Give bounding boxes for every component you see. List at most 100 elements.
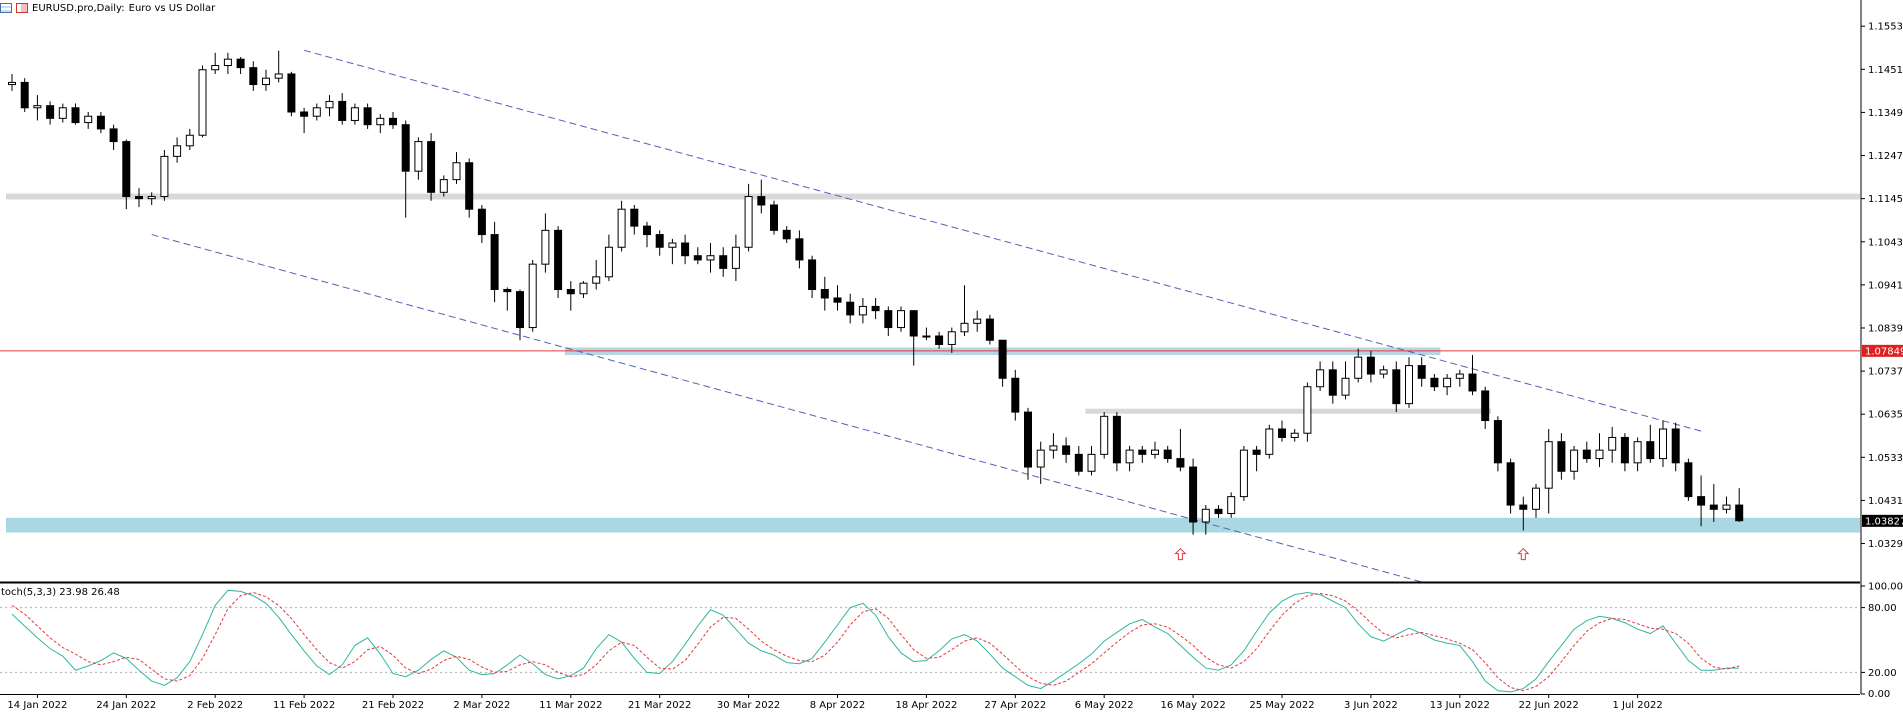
chart-header: EURUSD.pro,Daily: Euro vs US Dollar [0,0,215,16]
candle-body [1214,508,1223,515]
candle [1303,382,1312,442]
candle-body [135,196,143,200]
candle [1620,433,1629,472]
candle-body [985,318,994,341]
candle [1252,445,1261,472]
candle-body [1112,415,1121,464]
candle-body [33,105,42,109]
candle [1582,441,1591,463]
candle-body [655,234,664,248]
date-tick-label: 11 Feb 2022 [273,700,335,711]
candle-body [211,65,220,71]
candle-body [643,225,651,236]
candle-body [1074,453,1083,472]
candle [795,230,804,269]
symbol-label: EURUSD.pro,Daily: [32,2,125,14]
candle [1506,458,1515,514]
date-tick-label: 25 May 2022 [1249,700,1314,711]
candle-body [744,196,753,248]
candle-body [681,242,690,257]
candle [325,95,334,117]
candle-body [1443,377,1452,388]
candle-body [1671,428,1680,464]
price-tick-label: 1.07370 [1868,367,1903,378]
candle-body [1392,369,1401,405]
candle-body [1481,390,1490,422]
candle-body [1303,386,1312,434]
support-zone [6,517,1860,533]
chart-window-icon[interactable] [0,3,12,13]
date-tick-label: 2 Mar 2022 [453,700,510,711]
candle-body [1646,441,1655,460]
candle-body [706,255,715,261]
candle-body [833,297,842,303]
candle-body [401,124,410,172]
candle [1557,433,1566,480]
candle [1709,483,1718,522]
candle-body [604,246,613,278]
candle-body [338,100,347,121]
candle-body [312,107,321,117]
grey-level [6,193,1860,200]
candle-body [71,107,80,124]
candle [579,281,588,298]
candle-body [1239,449,1248,498]
candle-body [1024,411,1032,468]
candle [871,297,880,320]
candle [363,103,372,129]
candle [655,230,664,256]
price-line-label-bg [1862,344,1903,357]
candle [1278,420,1286,442]
date-tick-label: 27 Apr 2022 [984,700,1046,711]
candle-body [1138,449,1147,455]
chart-type-icon[interactable] [16,3,28,13]
candle-body [947,331,956,345]
candle [897,306,905,332]
candle [1570,445,1579,480]
candle-body [973,318,982,324]
candle [1151,441,1159,459]
date-tick-label: 2 Feb 2022 [187,700,243,711]
stoch-signal-line [11,591,1740,692]
price-tick-label: 1.13490 [1868,108,1903,119]
candle-body [1176,458,1185,468]
stoch-tick-label: 0.00 [1868,689,1890,700]
candle-body [795,238,804,261]
candle-body [439,179,448,193]
candle [1049,433,1058,459]
candle [46,101,55,125]
date-tick-label: 14 Jan 2022 [7,700,67,711]
candle-body [1519,504,1528,510]
candle [338,92,347,125]
candle-body [236,58,245,69]
candle [541,213,550,273]
candle-body [173,145,182,157]
candle [731,234,740,282]
candle [1532,483,1540,518]
candle-body [516,291,524,329]
candle-body [1455,373,1464,379]
candle [1227,492,1236,518]
price-tick-label: 1.11450 [1868,194,1903,205]
candle [173,137,182,163]
candle [8,73,16,91]
candle-body [122,141,131,198]
date-tick-label: 21 Feb 2022 [362,700,424,711]
grey-level [1085,408,1492,414]
candle-body [668,242,677,248]
candle [947,327,956,353]
candle-body [1582,449,1591,460]
candle [1493,416,1502,472]
candle-body [198,69,207,136]
candle [528,259,537,332]
candle [300,107,309,134]
candle [1176,428,1185,472]
candle [858,297,867,324]
candle [1608,426,1617,463]
candle [757,179,766,214]
candle [503,287,512,311]
candle-body [846,301,855,316]
candle-body [922,335,931,338]
candle [96,112,105,134]
